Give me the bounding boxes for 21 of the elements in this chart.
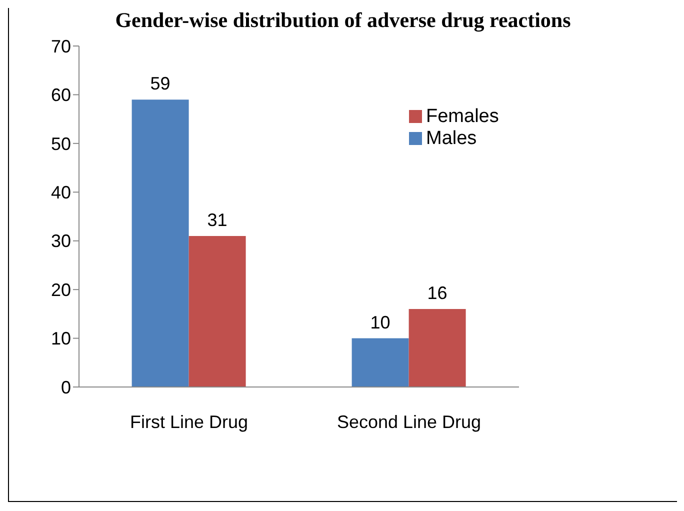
data-label: 59 (150, 74, 170, 94)
bar (132, 100, 189, 387)
y-tick-label: 0 (60, 377, 71, 398)
legend-label: Females (426, 106, 499, 127)
data-label: 10 (370, 312, 390, 332)
x-tick-label: First Line Drug (130, 412, 248, 432)
x-tick-label: Second Line Drug (336, 412, 482, 432)
y-tick-label: 70 (50, 36, 71, 56)
y-tick-label: 60 (50, 85, 71, 106)
bar (352, 338, 409, 387)
bar (408, 309, 466, 387)
chart-title: Gender-wise distribution of adverse drug reactions (114, 8, 572, 34)
y-tick-label: 50 (50, 134, 71, 154)
y-tick-label: 20 (50, 280, 71, 300)
data-label: 16 (427, 283, 448, 304)
legend-label: Males (426, 128, 477, 149)
y-tick-label: 10 (50, 328, 71, 349)
bar (188, 236, 246, 387)
y-tick-label: 30 (50, 231, 71, 252)
y-tick-label: 40 (50, 182, 71, 203)
data-label: 31 (207, 210, 228, 230)
